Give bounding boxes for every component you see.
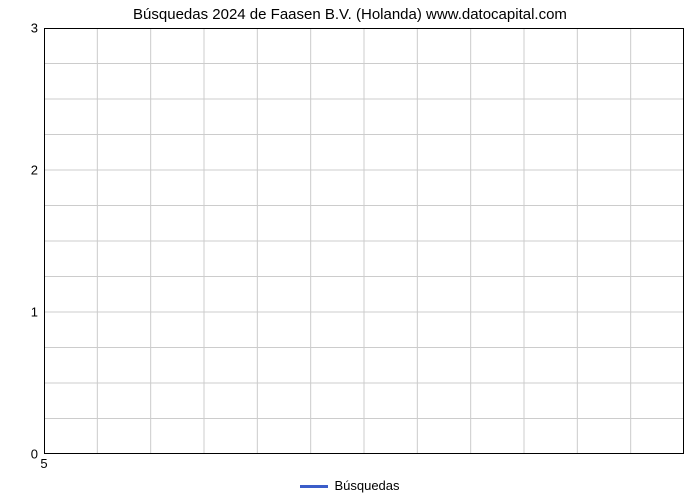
legend-label: Búsquedas — [334, 478, 399, 493]
y-tick-label: 1 — [18, 305, 38, 320]
chart-plot-area — [44, 28, 684, 454]
y-tick-label: 0 — [18, 447, 38, 462]
chart-legend: Búsquedas — [0, 478, 700, 493]
chart-title: Búsquedas 2024 de Faasen B.V. (Holanda) … — [0, 6, 700, 23]
y-tick-label: 3 — [18, 21, 38, 36]
y-tick-label: 2 — [18, 163, 38, 178]
x-tick-label: 5 — [40, 456, 47, 471]
legend-swatch — [300, 485, 328, 488]
